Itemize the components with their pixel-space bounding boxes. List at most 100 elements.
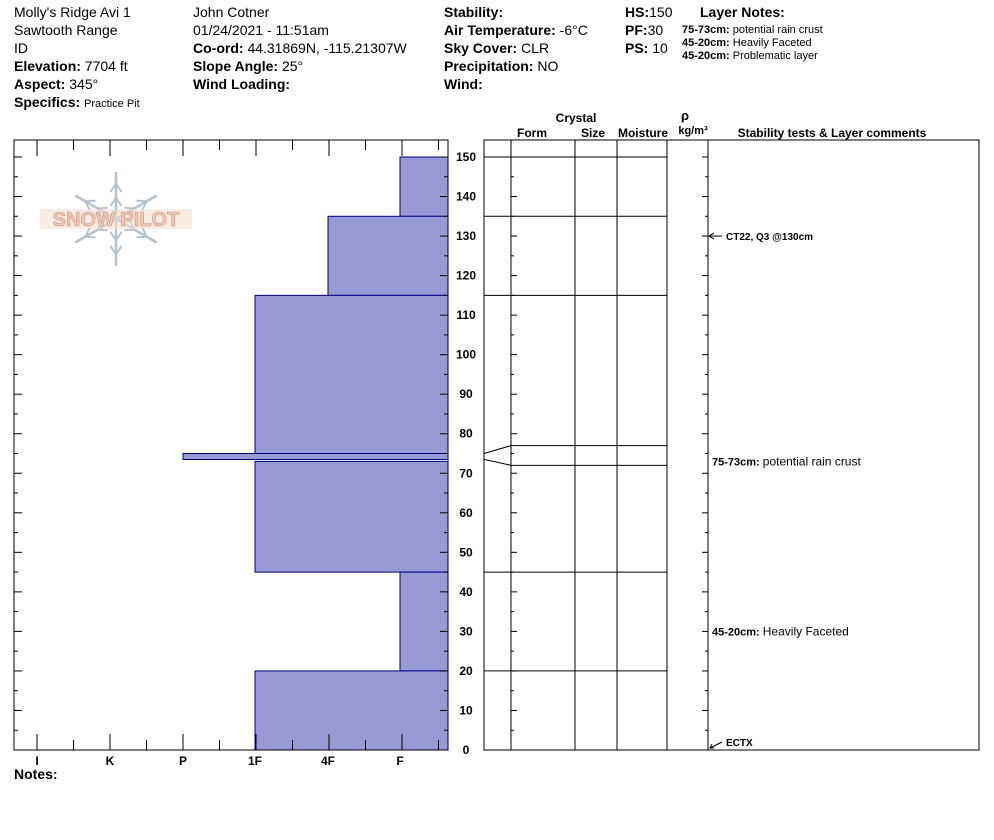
hardness-label-p: P xyxy=(179,754,187,768)
wind-loading-label: Wind Loading: xyxy=(193,76,291,92)
wind-loading-row: Wind Loading: xyxy=(193,75,407,93)
comment-arrowhead-4 xyxy=(709,743,714,749)
hs-row: HS:150 xyxy=(625,3,672,21)
slope-value: 25° xyxy=(281,58,304,74)
sky-value: CLR xyxy=(521,40,550,56)
hs-value: 150 xyxy=(649,4,673,20)
precip-value: NO xyxy=(537,58,559,74)
depth-label-80: 80 xyxy=(459,427,473,441)
snowflake-branch xyxy=(84,227,91,238)
comment-arrowhead-1 xyxy=(708,232,715,240)
mountain-range: Sawtooth Range xyxy=(14,22,118,38)
comment-arrow-4 xyxy=(709,741,723,749)
layer-notes-title: Layer Notes: xyxy=(700,3,785,21)
snowflake-branch xyxy=(109,245,117,255)
layer-note-3-text: Problematic layer xyxy=(732,50,818,62)
aspect-row: Aspect: 345° xyxy=(14,75,140,93)
snowflake-branch xyxy=(109,231,117,241)
comment-1: CT22, Q3 @130cm xyxy=(726,232,813,243)
pf-row: PF:30 xyxy=(625,21,672,39)
hardness-panel-frame xyxy=(13,139,449,751)
depth-label-40: 40 xyxy=(459,585,473,599)
stability-row: Stability: xyxy=(444,3,588,21)
ps-row: PS: 10 xyxy=(625,39,672,57)
hardness-layer-5 xyxy=(254,460,449,573)
snowflake-branch xyxy=(115,197,123,207)
depth-label-50: 50 xyxy=(459,545,473,559)
snowflake-branch xyxy=(115,231,123,241)
depth-label-90: 90 xyxy=(459,387,473,401)
hardness-label-k: K xyxy=(106,754,115,768)
layer-comments: CT22, Q3 @130cm 75-73cm: potential rain c… xyxy=(708,232,861,749)
crust-connector-bottom xyxy=(483,458,512,466)
snowflake-branch xyxy=(136,235,147,239)
layer-note-2-text: Heavily Faceted xyxy=(732,37,812,49)
specifics-value: Practice Pit xyxy=(84,98,140,110)
layer-note-1-text: potential rain crust xyxy=(732,24,823,36)
layer-note-2-range: 45-20cm: xyxy=(682,37,730,49)
pf-value: 30 xyxy=(647,22,664,38)
layer-note-1: 75-73cm: potential rain crust xyxy=(682,24,823,37)
snowflake-branch xyxy=(85,235,96,239)
hardness-layer-7 xyxy=(254,670,449,751)
pf-label: PF: xyxy=(625,22,648,38)
slope-label: Slope Angle: xyxy=(193,58,279,74)
header-depth-block: HS:150 PF:30 PS: 10 xyxy=(625,3,672,57)
hardness-layer-4 xyxy=(182,453,449,460)
snowflake-branch xyxy=(141,200,148,211)
hardness-layer-2 xyxy=(327,215,449,296)
hardness-label-1f: 1F xyxy=(248,754,262,768)
wind-label: Wind: xyxy=(444,76,483,92)
depth-label-140: 140 xyxy=(456,190,476,204)
snowflake-branch xyxy=(141,227,148,238)
depth-label-70: 70 xyxy=(459,466,473,480)
air-temp-row: Air Temperature: -6°C xyxy=(444,21,588,39)
hardness-axis-labels: I K P 1F 4F F xyxy=(35,754,403,768)
air-temp-value: -6°C xyxy=(559,22,588,38)
comment-text: Heavily Faceted xyxy=(763,624,849,638)
depth-label-150: 150 xyxy=(456,150,476,164)
comment-text: ECTX xyxy=(726,738,753,749)
air-temp-label: Air Temperature: xyxy=(444,22,556,38)
snowflake-branch xyxy=(115,245,123,255)
depth-label-30: 30 xyxy=(459,624,473,638)
comment-2: 75-73cm: potential rain crust xyxy=(712,454,861,468)
aspect-value: 345° xyxy=(69,76,99,92)
depth-label-110: 110 xyxy=(456,308,476,322)
coord-label: Co-ord: xyxy=(193,40,244,56)
snowflake-branch xyxy=(97,228,108,232)
notes-label: Notes: xyxy=(14,766,58,782)
elevation-label: Elevation: xyxy=(14,58,81,74)
specifics-label: Specifics: xyxy=(14,94,81,110)
state: ID xyxy=(14,40,28,56)
comments-header: Stability tests & Layer comments xyxy=(738,126,927,140)
comment-text: potential rain crust xyxy=(763,454,862,468)
specifics-row: Specifics: Practice Pit xyxy=(14,93,140,111)
comment-label: 75-73cm: xyxy=(712,456,763,468)
crystal-table-ticks xyxy=(511,156,708,751)
layer-notes-list: 75-73cm: potential rain crust 45-20cm: H… xyxy=(682,24,823,63)
depth-label-60: 60 xyxy=(459,506,473,520)
stability-label: Stability: xyxy=(444,4,504,20)
snowflake-branch xyxy=(85,199,96,203)
comment-text: CT22, Q3 @130cm xyxy=(726,232,813,243)
moisture-header: Moisture xyxy=(618,126,668,140)
layer-notes-title-text: Layer Notes: xyxy=(700,4,785,20)
snowflake-branch xyxy=(124,228,135,232)
logo-text: SNOW PILOT xyxy=(53,209,180,231)
comment-label: 45-20cm: xyxy=(712,626,763,638)
depth-axis-labels: 0 10 20 30 40 50 60 70 80 90 100 110 120 130 140 150 xyxy=(456,150,476,757)
crystal-table xyxy=(483,139,709,751)
depth-label-130: 130 xyxy=(456,229,476,243)
snowpilot-logo: SNOW PILOT xyxy=(40,172,192,266)
snowflake-branch xyxy=(84,200,91,211)
slope-row: Slope Angle: 25° xyxy=(193,57,407,75)
coord-row: Co-ord: 44.31869N, -115.21307W xyxy=(193,39,407,57)
precip-row: Precipitation: NO xyxy=(444,57,588,75)
layer-note-3-range: 45-20cm: xyxy=(682,50,730,62)
hardness-ticks xyxy=(14,140,448,751)
obs-datetime: 01/24/2021 - 11:51am xyxy=(193,22,329,38)
observer-name: John Cotner xyxy=(193,4,270,20)
ps-value: 10 xyxy=(652,40,668,56)
